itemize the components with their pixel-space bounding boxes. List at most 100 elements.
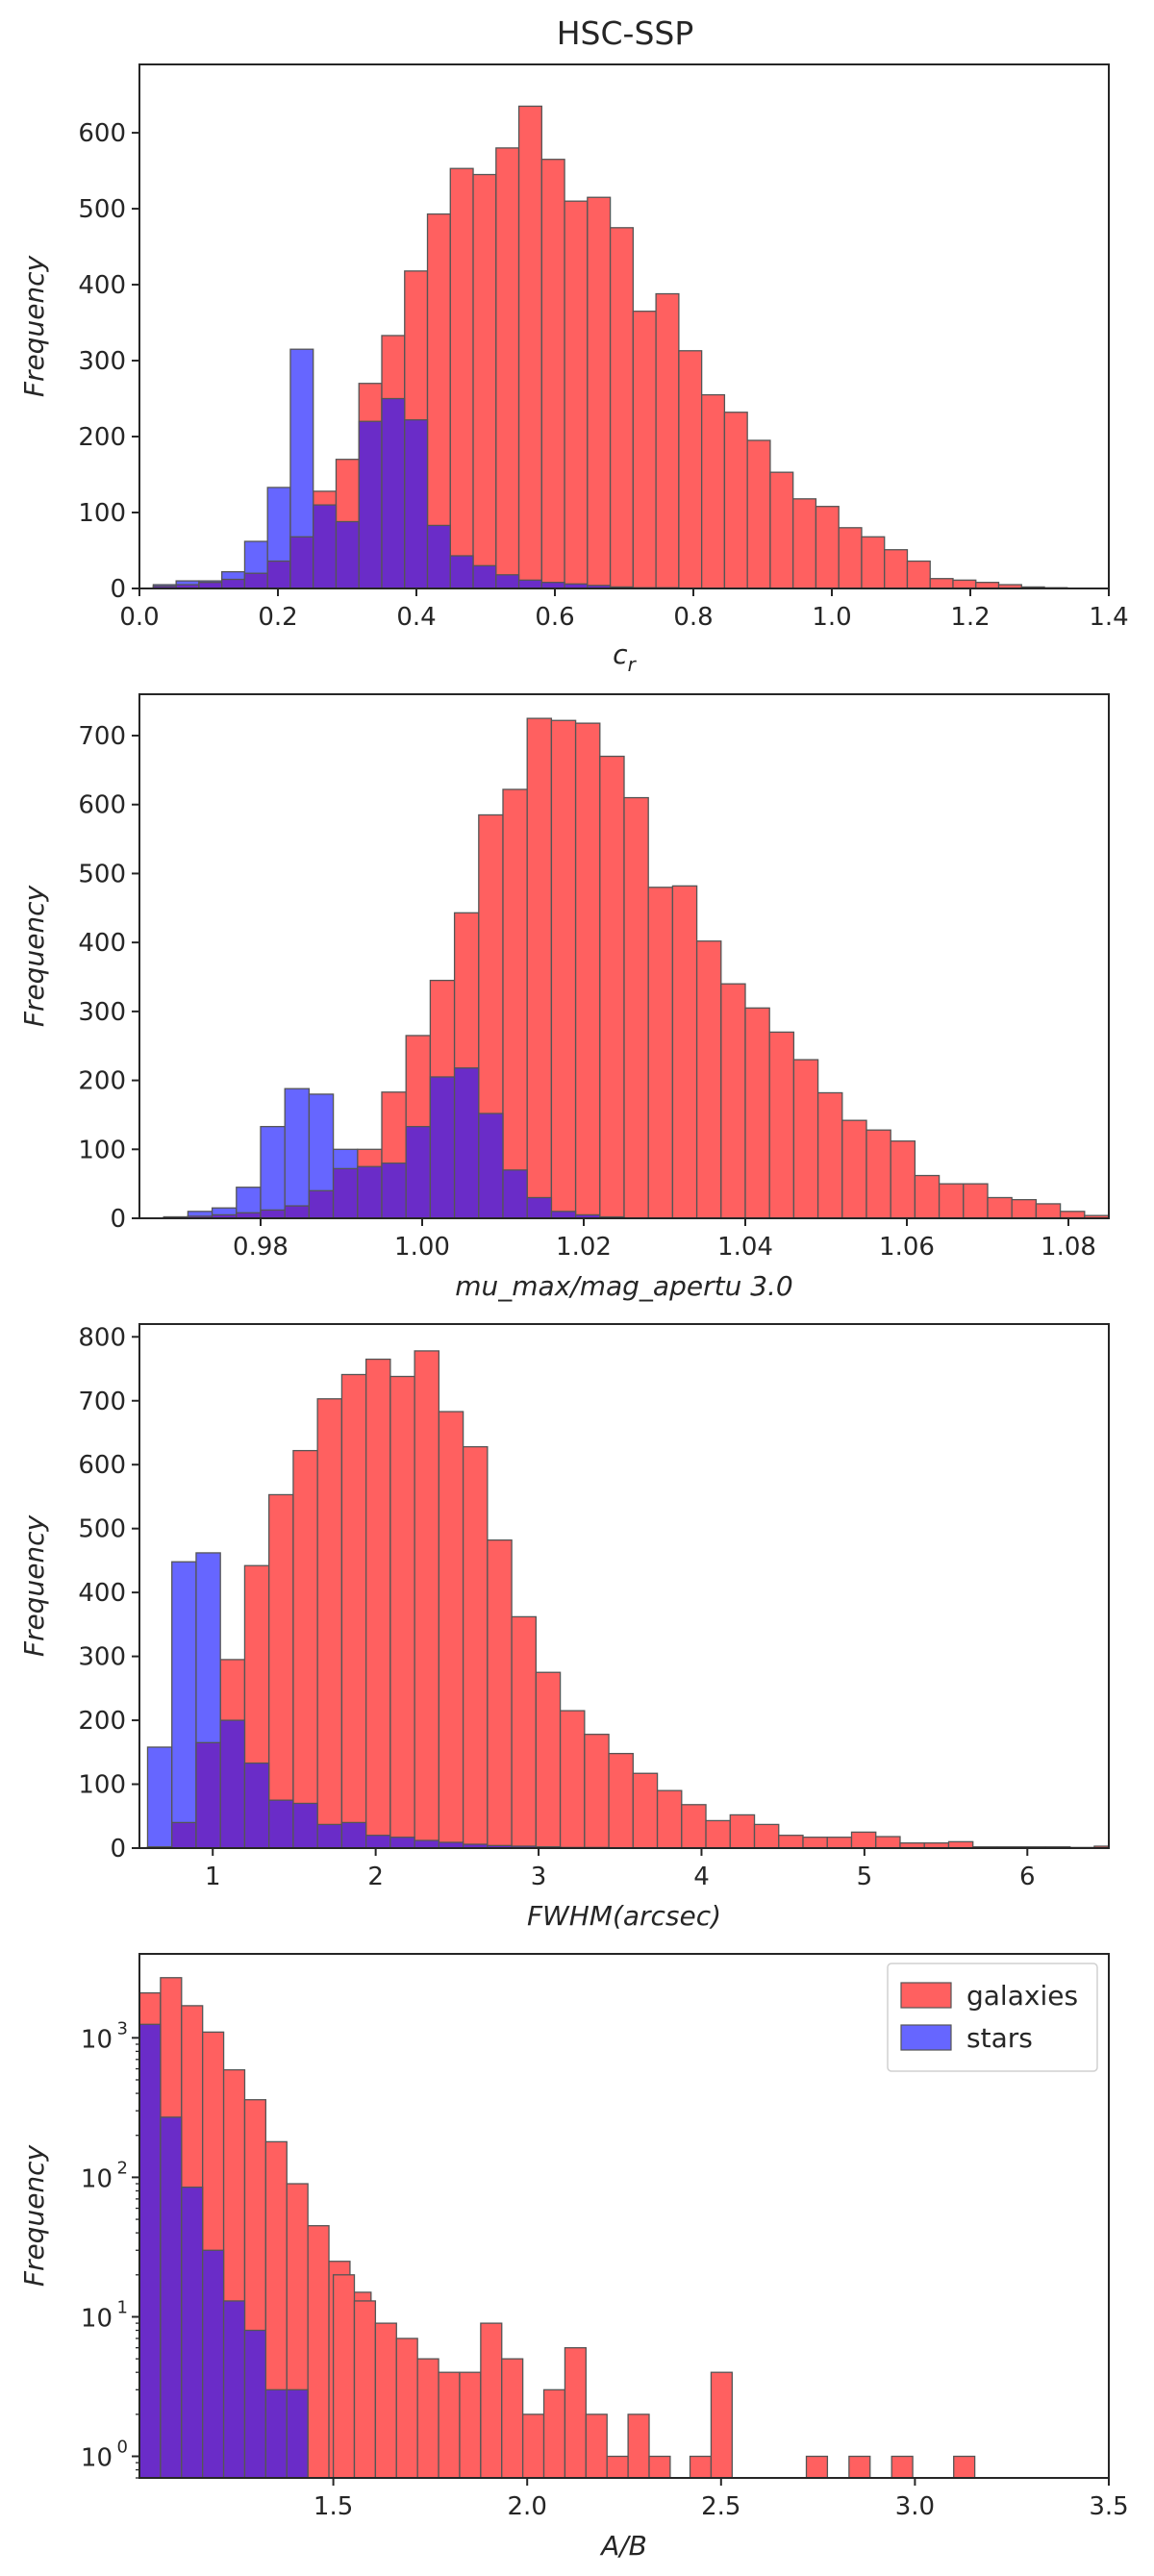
star-bar [181,2186,204,2478]
galaxy-bar [501,2358,524,2478]
x-tick-label: 1.4 [1089,603,1128,632]
galaxy-bar [502,788,528,1218]
galaxy-bar [938,1183,965,1218]
y-tick-label: 600 [78,119,126,148]
galaxy-bar [648,2455,671,2478]
galaxy-bar [526,717,553,1218]
overlap-bar [289,536,314,588]
star-bar [502,1169,528,1218]
overlap-bar [221,578,246,588]
star-bar [472,564,497,588]
galaxy-bar [866,1129,891,1218]
legend-swatch-galaxies [900,1982,952,2009]
star-bar [146,1746,173,1848]
galaxy-bar [472,173,497,588]
y-tick-label: 200 [78,1067,126,1096]
galaxy-bar [487,1538,513,1848]
galaxy-bar [353,2300,377,2478]
x-tick-label: 2 [367,1863,384,1891]
y-tick-label: 10 [81,2444,113,2473]
star-bar [268,1799,294,1848]
galaxy-bar [953,2455,976,2478]
x-tick-label: 4 [693,1863,710,1891]
x-tick-label: 1.04 [717,1233,773,1262]
star-bar [335,520,360,588]
star-bar [292,1802,318,1848]
galaxy-bar [647,887,674,1218]
star-bar [495,574,520,588]
galaxy-bar [542,2388,566,2478]
galaxy-bar [753,1823,780,1848]
star-bar [171,1561,197,1848]
galaxy-bar [929,578,954,588]
galaxy-bar [816,1091,843,1218]
galaxy-bar [564,2346,587,2478]
galaxy-bar [987,1196,1013,1218]
galaxy-bar [729,1813,756,1848]
galaxy-bar [914,1174,941,1218]
x-tick-label: 1.2 [950,603,990,632]
y-axis-label: Frequency [18,885,50,1027]
y-tick-label: 0 [110,1835,126,1863]
y-tick-label: 400 [78,929,126,958]
galaxy-bar [459,2371,482,2478]
star-bar [517,579,542,588]
galaxy-bar [462,1445,489,1848]
legend-label-galaxies: galaxies [966,1980,1078,2012]
galaxy-bar [438,1411,464,1848]
galaxy-bar [744,1007,770,1218]
x-tick-label: 0.8 [673,603,713,632]
galaxy-bar [587,196,612,588]
galaxy-bar [678,350,703,588]
x-tick-label: 2.0 [508,2492,547,2521]
y-tick-label: 800 [78,1323,126,1352]
star-bar [286,2388,309,2478]
galaxy-bar [585,2413,608,2478]
legend-label-stars: stars [966,2022,1033,2054]
galaxy-bar [623,796,649,1218]
galaxy-bar [535,1671,562,1848]
galaxy-bar [1084,1214,1109,1218]
galaxy-bar [906,560,931,588]
overlap-bar [171,1821,197,1848]
galaxy-bar [826,1837,853,1848]
galaxy-bar [389,1375,415,1848]
galaxy-bar [671,885,698,1218]
star-bar [139,2023,162,2478]
legend-swatch-stars [900,2024,952,2051]
star-bar [365,1835,391,1848]
star-bar [429,1076,456,1218]
y-tick-exponent: 3 [117,2018,128,2038]
star-bar [404,419,429,588]
galaxy-bar [778,1835,804,1848]
y-tick-exponent: 2 [117,2158,128,2178]
galaxy-bar [599,755,625,1218]
x-tick-label: 2.5 [701,2492,740,2521]
y-tick-label: 700 [78,722,126,751]
galaxy-bar [891,2455,914,2478]
x-axis-label: FWHM(arcsec) [527,1900,721,1932]
figure-title: HSC-SSP [557,14,694,52]
overlap-bar [308,1189,335,1218]
galaxy-bar [374,2322,397,2478]
galaxy-bar [307,2225,330,2478]
star-bar [289,348,314,588]
star-bar [219,1719,246,1848]
x-tick-label: 1.06 [879,1233,935,1262]
star-bar [358,420,383,588]
bars-group [163,717,1109,1218]
y-tick-label: 200 [78,1707,126,1736]
x-tick-label: 3 [531,1863,547,1891]
galaxy-bar [608,1752,634,1848]
galaxy-bar [332,2274,356,2478]
star-bar [389,1837,415,1848]
x-tick-label: 1.5 [314,2492,353,2521]
x-tick-label: 0.6 [535,603,574,632]
x-tick-label: 0.2 [258,603,297,632]
galaxy-bar [316,1398,343,1848]
axes-frame [138,1953,1110,2479]
galaxy-bar [769,471,794,588]
y-tick-label: 10 [81,2164,113,2193]
galaxy-bar [449,167,474,588]
